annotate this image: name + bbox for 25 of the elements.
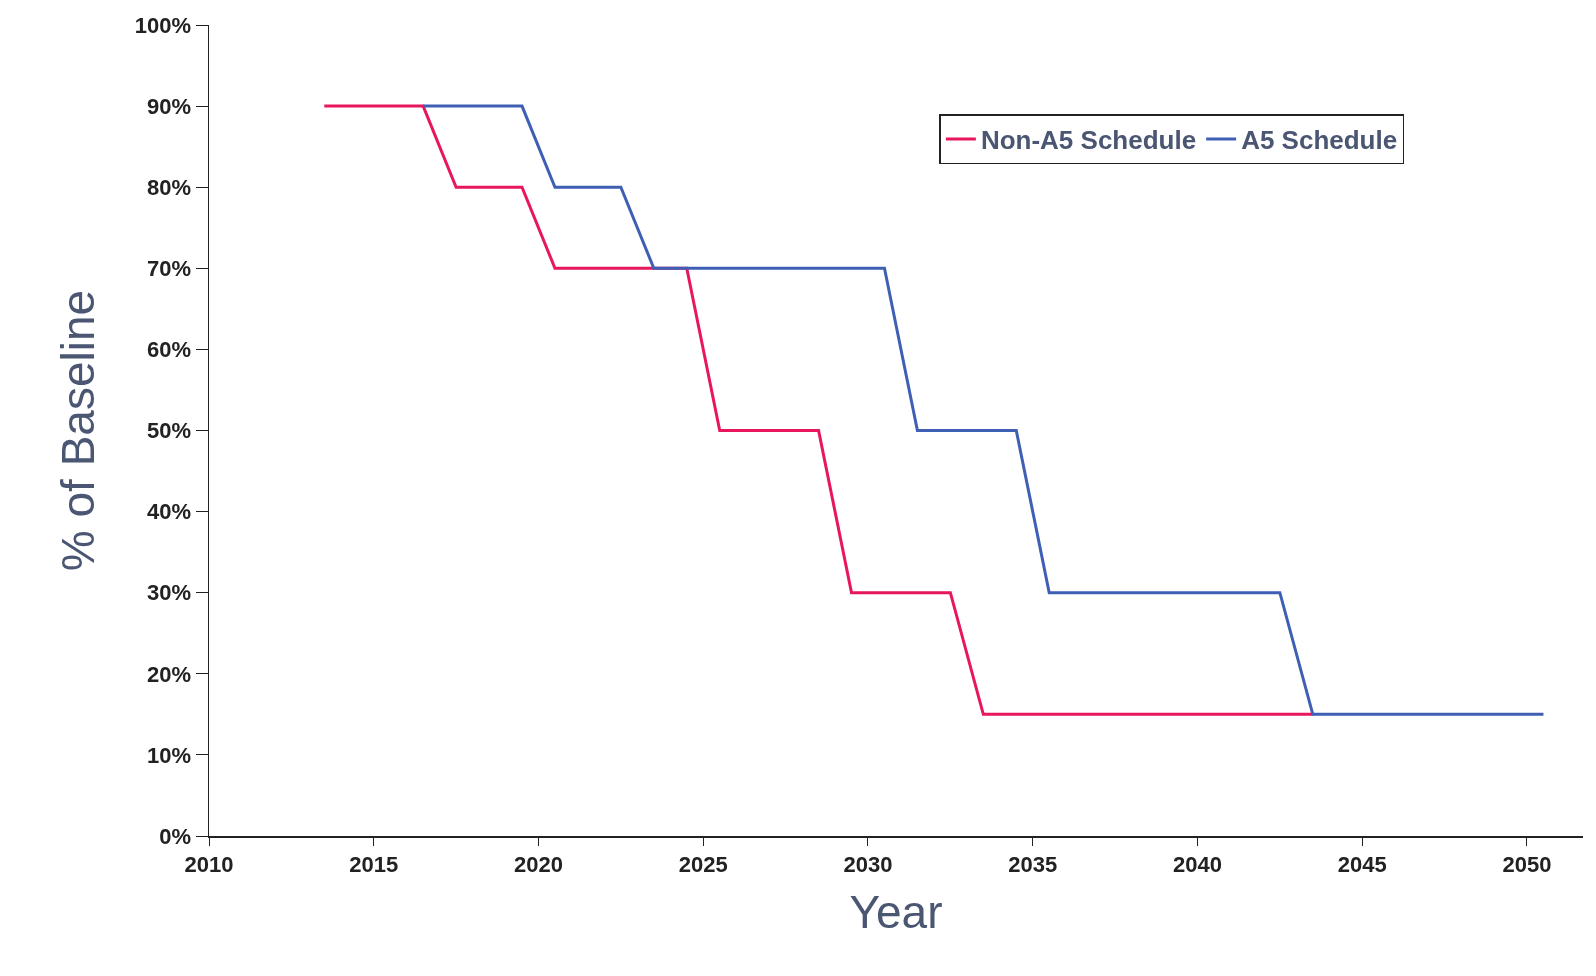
y-tick-label: 10% — [147, 742, 192, 768]
x-tick-label: 2010 — [184, 851, 234, 877]
y-tick-label: 50% — [147, 418, 192, 444]
y-tick-label: 20% — [147, 661, 192, 687]
x-tick-label: 2045 — [1337, 851, 1387, 877]
legend-label: Non-A5 Schedule — [980, 125, 1197, 156]
x-tick-label: 2040 — [1173, 851, 1222, 877]
x-tick-label: 2025 — [678, 851, 728, 877]
y-tick-label: 80% — [147, 174, 192, 200]
y-tick-label: 90% — [147, 93, 192, 119]
y-tick-label: 40% — [147, 499, 192, 525]
x-tick-label: 2030 — [843, 851, 893, 877]
x-tick-label: 2020 — [514, 851, 563, 877]
y-axis-title: % of Baseline — [52, 289, 105, 572]
x-tick-label: 2050 — [1502, 851, 1552, 877]
y-tick-label: 0% — [159, 823, 192, 849]
y-tick-label: 100% — [134, 12, 192, 38]
y-tick-label: 60% — [147, 337, 192, 363]
x-axis-title: Year — [849, 886, 943, 939]
line-series — [421, 104, 1545, 716]
x-tick-label: 2015 — [349, 851, 399, 877]
legend-label: A5 Schedule — [1241, 125, 1398, 156]
x-tick-label: 2035 — [1008, 851, 1058, 877]
y-tick-label: 70% — [147, 256, 192, 281]
y-tick-label: 30% — [147, 580, 192, 606]
